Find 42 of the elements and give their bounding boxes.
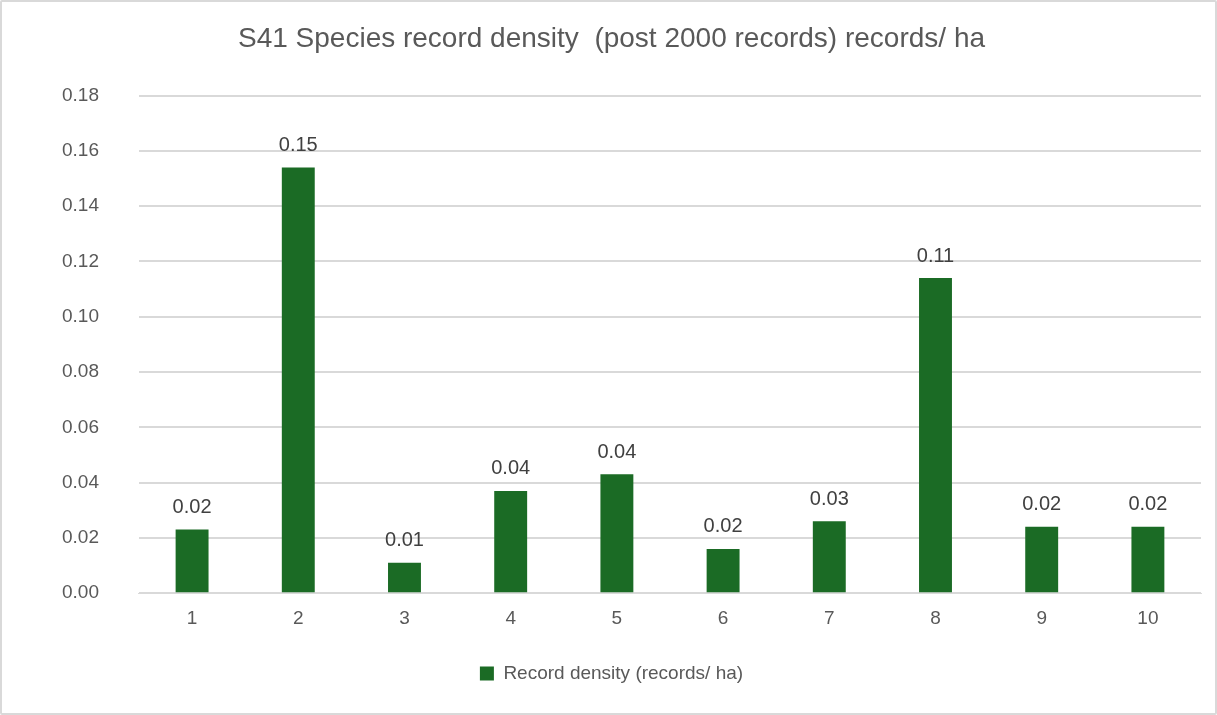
x-tick-label: 1 bbox=[186, 606, 198, 628]
x-tick-label: 2 bbox=[292, 606, 304, 628]
y-tick-label: 0.04 bbox=[62, 470, 100, 492]
data-label: 0.01 bbox=[385, 528, 424, 551]
data-label: 0.04 bbox=[597, 439, 637, 462]
bar bbox=[281, 167, 315, 593]
data-label: 0.02 bbox=[703, 514, 743, 537]
x-tick-label: 6 bbox=[717, 606, 729, 628]
data-label: 0.15 bbox=[278, 132, 318, 155]
y-tick-label: 0.10 bbox=[62, 304, 99, 326]
bar bbox=[812, 521, 846, 593]
bar bbox=[919, 278, 952, 593]
x-tick-label: 8 bbox=[930, 606, 941, 628]
data-label: 0.03 bbox=[809, 486, 849, 509]
y-tick-label: 0.02 bbox=[62, 526, 99, 548]
y-tick-label: 0.18 bbox=[62, 83, 99, 105]
x-tick-label: 3 bbox=[399, 606, 410, 628]
bar bbox=[494, 490, 528, 593]
x-tick-label: 4 bbox=[505, 606, 517, 628]
data-label: 0.04 bbox=[491, 456, 531, 479]
y-tick-label: 0.06 bbox=[62, 415, 99, 437]
x-tick-label: 7 bbox=[824, 606, 835, 628]
data-label: 0.02 bbox=[1022, 492, 1062, 515]
data-label: 0.11 bbox=[916, 243, 955, 266]
y-tick-label: 0.16 bbox=[62, 139, 99, 161]
x-tick-label: 10 bbox=[1137, 606, 1159, 628]
bar bbox=[1025, 526, 1059, 593]
y-tick-label: 0.00 bbox=[62, 581, 99, 603]
bar bbox=[706, 548, 740, 593]
bar bbox=[175, 529, 209, 593]
y-tick-label: 0.14 bbox=[62, 194, 100, 216]
x-tick-label: 5 bbox=[611, 606, 623, 628]
bar bbox=[600, 474, 634, 593]
y-tick-label: 0.12 bbox=[62, 249, 99, 271]
bar bbox=[1131, 526, 1165, 593]
data-label: 0.02 bbox=[1128, 492, 1168, 515]
bar bbox=[388, 562, 421, 593]
legend-label: Record density (records/ ha) bbox=[503, 661, 744, 683]
chart-title: S41 Species record density (post 2000 records) records/ ha bbox=[237, 21, 986, 53]
x-tick-label: 9 bbox=[1036, 606, 1047, 628]
data-label: 0.02 bbox=[172, 495, 212, 518]
y-tick-label: 0.08 bbox=[62, 360, 99, 382]
